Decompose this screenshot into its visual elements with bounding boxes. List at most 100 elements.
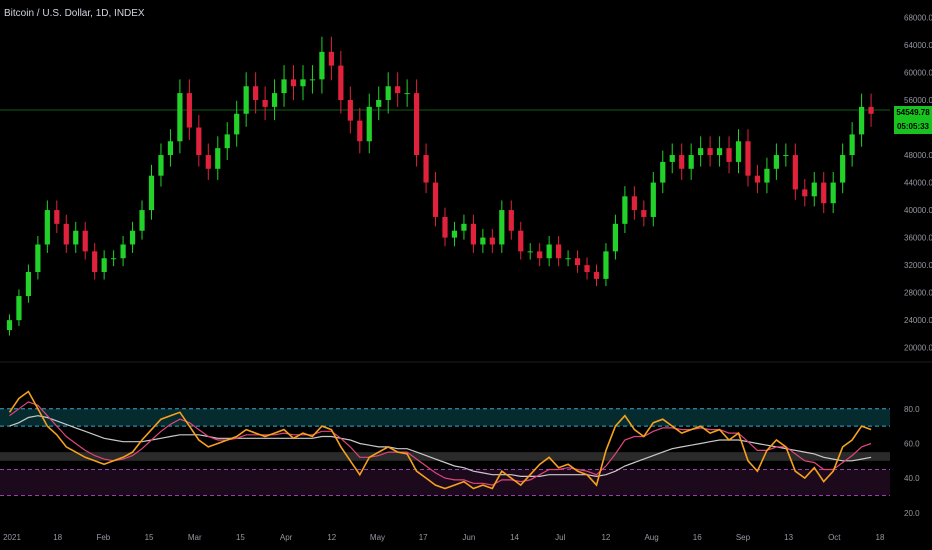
candle-body <box>451 230 458 238</box>
candle-body <box>565 258 571 260</box>
candle-body <box>745 141 751 176</box>
time-tick-label: Aug <box>644 533 658 542</box>
osc-tick-label: 80.0 <box>904 405 920 414</box>
candle-body <box>413 93 420 156</box>
osc-tick-label: 40.0 <box>904 474 920 483</box>
candle-body <box>395 86 401 94</box>
candle-body <box>309 79 316 81</box>
candle-body <box>868 106 874 114</box>
price-tick-label: 28000.00 <box>904 289 932 298</box>
candle-body <box>584 265 590 272</box>
candle-body <box>783 155 789 157</box>
candle-body <box>271 93 278 107</box>
candle-body <box>215 148 221 169</box>
time-tick-label: 18 <box>876 533 885 542</box>
oscillator-line <box>9 401 872 486</box>
candle-body <box>432 182 439 217</box>
candle-body <box>764 168 770 183</box>
candle-body <box>537 251 543 259</box>
candle-body <box>44 210 50 245</box>
candle-body <box>186 93 192 128</box>
candle-body <box>290 79 297 87</box>
candle-body <box>92 251 98 272</box>
candle-body <box>480 237 486 245</box>
candle-body <box>158 155 164 176</box>
time-tick-label: May <box>370 533 385 542</box>
price-tick-label: 32000.00 <box>904 261 932 270</box>
candle-body <box>650 182 656 217</box>
oscillator-pane <box>0 390 890 496</box>
candle-body <box>281 79 287 94</box>
candle-body <box>139 210 145 231</box>
candle-body <box>101 258 107 272</box>
price-tick-label: 20000.00 <box>904 344 932 353</box>
price-tick-label: 60000.00 <box>904 68 932 77</box>
mid-band <box>0 452 890 461</box>
candle-body <box>508 210 514 231</box>
candle-body <box>385 86 391 100</box>
price-tick-label: 44000.00 <box>904 179 932 188</box>
candle-body <box>461 223 467 231</box>
candle-body <box>726 148 732 162</box>
time-tick-label: 17 <box>419 533 428 542</box>
time-tick-label: 12 <box>601 533 610 542</box>
oscillator-line <box>9 415 872 478</box>
candle-body <box>6 320 13 331</box>
time-tick-label: Apr <box>280 533 293 542</box>
price-tick-label: 36000.00 <box>904 234 932 243</box>
candle-body <box>148 175 155 211</box>
candle-body <box>111 258 117 260</box>
candle-body <box>830 182 836 204</box>
time-axis: 2021 18 Feb 15 Mar 15 Apr 12 May 17 Jun 14 Jul 12 Aug 1… <box>3 533 885 542</box>
price-tick-label: 40000.00 <box>904 206 932 215</box>
candle-body <box>357 120 363 142</box>
last-price-label: 54549.78 <box>894 106 932 120</box>
candle-body <box>63 223 69 245</box>
candle-body <box>442 216 448 238</box>
candle-body <box>593 272 600 279</box>
candle-body <box>470 223 477 245</box>
candle-body <box>319 51 325 80</box>
candle-body <box>849 134 855 156</box>
candle-body <box>338 65 344 100</box>
overbought-zone <box>0 408 890 427</box>
candle-body <box>811 182 817 197</box>
candle-body <box>688 155 694 169</box>
time-tick-label: 2021 <box>3 533 21 542</box>
candle-body <box>129 230 136 245</box>
price-tick-label: 68000.00 <box>904 13 932 22</box>
osc-tick-label: 60.0 <box>904 439 920 448</box>
candle-body <box>35 244 41 272</box>
candle-body <box>773 155 779 169</box>
time-tick-label: 15 <box>145 533 154 542</box>
candle-body <box>25 272 32 297</box>
candle-body <box>73 230 79 245</box>
candle-body <box>300 79 306 87</box>
oscillator-axis: 80.0 60.0 40.0 20.0 <box>904 405 920 518</box>
candle-body <box>612 223 619 252</box>
time-tick-label: Sep <box>736 533 751 542</box>
price-tick-label: 48000.00 <box>904 151 932 160</box>
candlestick-series <box>6 36 874 336</box>
time-tick-label: 14 <box>510 533 519 542</box>
candle-body <box>792 155 798 190</box>
candle-body <box>196 127 202 156</box>
candle-body <box>234 113 240 135</box>
candle-body <box>527 251 533 253</box>
time-tick-label: 12 <box>327 533 336 542</box>
candle-body <box>205 155 211 169</box>
candle-body <box>253 86 259 100</box>
candle-body <box>858 106 865 135</box>
candle-body <box>660 161 666 183</box>
candle-body <box>802 189 808 197</box>
price-tick-label: 24000.00 <box>904 316 932 325</box>
candle-body <box>262 100 268 107</box>
candle-body <box>716 148 723 156</box>
candle-body <box>518 230 524 252</box>
candle-body <box>622 196 628 224</box>
candle-body <box>489 237 495 245</box>
oversold-zone <box>0 469 890 496</box>
candle-body <box>754 175 761 183</box>
candle-body <box>423 155 429 183</box>
